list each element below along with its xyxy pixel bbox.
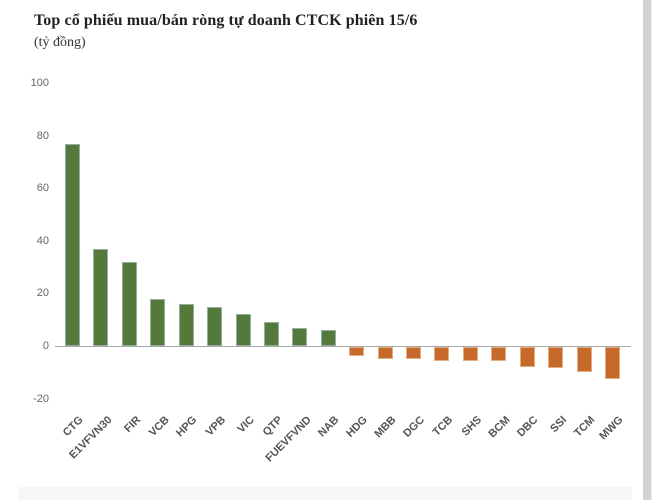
bar-BCM bbox=[491, 347, 507, 362]
footer-strip bbox=[18, 487, 632, 500]
bar-VIC bbox=[235, 314, 251, 346]
bar-QTP bbox=[263, 322, 279, 346]
bar-DGC bbox=[406, 347, 422, 359]
chart-title: Top cổ phiếu mua/bán ròng tự doanh CTCK … bbox=[34, 12, 418, 29]
bar-TCB bbox=[434, 347, 450, 362]
bar-VCB bbox=[150, 298, 166, 346]
bar-HDG bbox=[349, 347, 365, 357]
bar-VPB bbox=[207, 306, 223, 346]
x-axis-category-label: MWG bbox=[597, 414, 626, 443]
x-axis-category-label: BCM bbox=[486, 414, 513, 441]
bar-DBC bbox=[519, 347, 535, 367]
bar-NAB bbox=[320, 330, 336, 346]
y-axis-tick-label: 20 bbox=[36, 287, 49, 300]
x-axis-category-label: NAB bbox=[316, 414, 342, 440]
x-axis-category-label: HPG bbox=[174, 414, 200, 440]
bar-MWG bbox=[604, 347, 620, 379]
x-axis-category-label: VPB bbox=[203, 414, 229, 439]
x-axis-category-label: TCB bbox=[430, 414, 456, 439]
y-axis-tick-label: -20 bbox=[33, 392, 49, 405]
x-axis-category-label: FIR bbox=[121, 414, 143, 436]
x-axis-category-label: CTG bbox=[61, 414, 86, 439]
x-axis-category-label: SSI bbox=[548, 414, 570, 436]
x-axis-category-label: QTP bbox=[260, 414, 285, 439]
bar-E1VFVN30 bbox=[93, 248, 109, 346]
y-axis-tick-label: 0 bbox=[42, 340, 49, 352]
bar-TCM bbox=[576, 347, 592, 372]
bar-SHS bbox=[462, 347, 478, 362]
x-axis-category-label: VCB bbox=[146, 414, 172, 439]
y-axis-tick-label: 40 bbox=[36, 234, 49, 247]
x-axis-category-label: DGC bbox=[401, 414, 428, 440]
y-axis-tick-label: 100 bbox=[30, 77, 49, 90]
x-axis-category-label: HDG bbox=[344, 414, 371, 440]
y-axis-tick-label: 60 bbox=[36, 182, 49, 195]
x-axis-category-label: VIC bbox=[235, 414, 257, 436]
bar-HPG bbox=[178, 303, 194, 346]
zero-baseline bbox=[55, 346, 631, 347]
scrollbar-thumb[interactable] bbox=[643, 0, 651, 500]
x-axis-category-label: TCM bbox=[572, 414, 598, 440]
bar-FUEVFVND bbox=[292, 327, 308, 346]
x-axis-category-label: MBB bbox=[372, 414, 399, 441]
y-axis-tick-label: 80 bbox=[36, 129, 49, 142]
scrollbar-track[interactable] bbox=[643, 0, 652, 500]
x-axis-category-label: SHS bbox=[459, 414, 484, 439]
bar-CTG bbox=[65, 143, 80, 346]
bar-FIR bbox=[121, 261, 137, 346]
bar-MBB bbox=[377, 347, 393, 359]
chart-subtitle: (tỷ đồng) bbox=[34, 35, 86, 50]
x-axis-category-label: DBC bbox=[515, 414, 541, 440]
bar-SSI bbox=[548, 347, 564, 369]
